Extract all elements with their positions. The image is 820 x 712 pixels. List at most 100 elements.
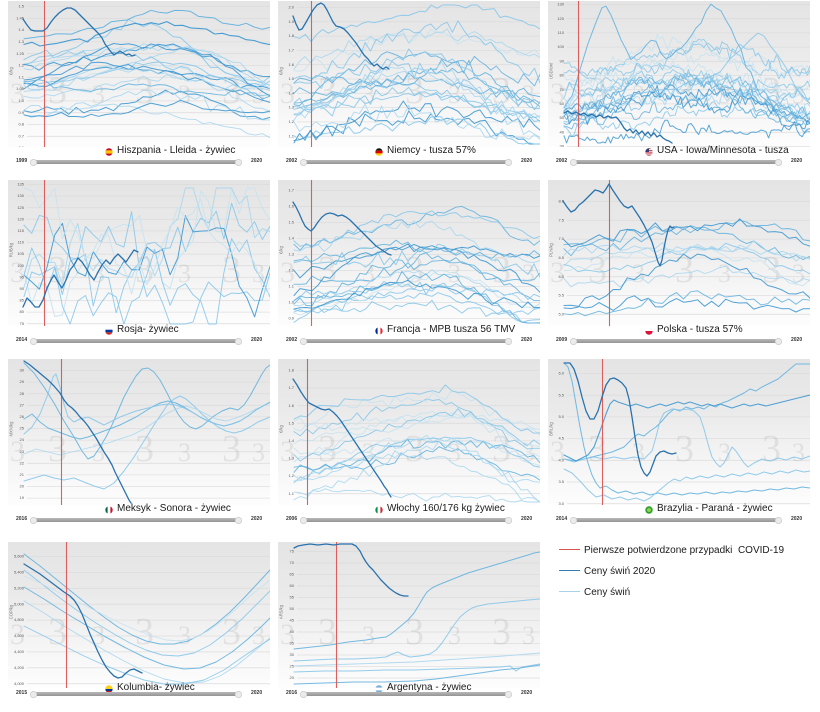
svg-text:60: 60 <box>560 101 565 106</box>
svg-text:130: 130 <box>557 2 564 7</box>
svg-text:100: 100 <box>557 44 564 49</box>
svg-text:30: 30 <box>290 652 295 657</box>
svg-text:3: 3 <box>405 70 424 112</box>
svg-text:3: 3 <box>280 618 295 651</box>
svg-text:3: 3 <box>178 259 191 288</box>
svg-text:1.45: 1.45 <box>16 15 25 20</box>
svg-text:1.0: 1.0 <box>18 98 24 103</box>
svg-text:4,800: 4,800 <box>14 617 25 622</box>
svg-text:3: 3 <box>92 80 105 109</box>
svg-text:75: 75 <box>20 321 25 326</box>
svg-text:3: 3 <box>280 256 295 289</box>
svg-text:5.5: 5.5 <box>558 392 564 397</box>
svg-text:PLN/kg: PLN/kg <box>549 242 554 256</box>
svg-text:24: 24 <box>20 437 25 442</box>
svg-text:3: 3 <box>178 621 191 650</box>
svg-text:80: 80 <box>20 309 25 314</box>
svg-text:28: 28 <box>20 391 25 396</box>
svg-text:3: 3 <box>10 435 25 468</box>
svg-text:40: 40 <box>290 629 295 634</box>
svg-text:€/kg: €/kg <box>279 245 284 254</box>
svg-text:40: 40 <box>560 129 565 134</box>
svg-text:3: 3 <box>318 428 337 470</box>
svg-text:6.0: 6.0 <box>558 371 564 376</box>
svg-text:3.5: 3.5 <box>558 479 564 484</box>
svg-text:1.1: 1.1 <box>288 491 294 496</box>
svg-text:70: 70 <box>290 560 295 565</box>
svg-text:3: 3 <box>718 259 731 288</box>
svg-text:1.4: 1.4 <box>18 27 24 32</box>
svg-text:2.0: 2.0 <box>288 5 294 10</box>
svg-text:1.3: 1.3 <box>288 252 294 257</box>
svg-text:0.9: 0.9 <box>288 316 294 321</box>
svg-text:85: 85 <box>20 298 25 303</box>
svg-text:20: 20 <box>290 675 295 680</box>
svg-text:135: 135 <box>17 182 24 187</box>
svg-text:1.5: 1.5 <box>288 420 294 425</box>
svg-text:1.0: 1.0 <box>288 300 294 305</box>
svg-text:3: 3 <box>222 611 241 653</box>
svg-text:4,200: 4,200 <box>14 665 25 670</box>
svg-text:€/kg: €/kg <box>279 424 284 433</box>
svg-text:8.0: 8.0 <box>558 199 564 204</box>
svg-text:1.1: 1.1 <box>288 284 294 289</box>
svg-text:4.5: 4.5 <box>558 436 564 441</box>
svg-text:55: 55 <box>290 595 295 600</box>
svg-text:21: 21 <box>20 472 25 477</box>
svg-text:USD/cwt: USD/cwt <box>549 62 554 79</box>
svg-text:115: 115 <box>18 228 25 233</box>
svg-text:1.05: 1.05 <box>16 86 25 91</box>
svg-text:3: 3 <box>280 77 295 110</box>
svg-text:30: 30 <box>560 144 565 147</box>
svg-text:90: 90 <box>20 286 25 291</box>
svg-text:1.6: 1.6 <box>288 204 294 209</box>
svg-text:29: 29 <box>20 379 25 384</box>
svg-text:1.8: 1.8 <box>288 33 294 38</box>
svg-text:1.25: 1.25 <box>16 51 25 56</box>
svg-text:3: 3 <box>92 438 105 467</box>
svg-text:3: 3 <box>48 70 67 112</box>
svg-text:1.2: 1.2 <box>288 119 294 124</box>
svg-text:1.5: 1.5 <box>288 76 294 81</box>
svg-text:3: 3 <box>405 428 424 470</box>
svg-text:3: 3 <box>178 438 191 467</box>
svg-text:1.7: 1.7 <box>288 48 294 53</box>
svg-text:3: 3 <box>135 611 154 653</box>
svg-text:3: 3 <box>550 77 565 110</box>
svg-text:RUB/kg: RUB/kg <box>9 242 14 257</box>
svg-text:110: 110 <box>18 240 25 245</box>
svg-text:3: 3 <box>178 80 191 109</box>
svg-text:50: 50 <box>290 606 295 611</box>
svg-text:3: 3 <box>522 621 535 650</box>
svg-text:0.6: 0.6 <box>18 145 24 147</box>
svg-text:1.4: 1.4 <box>288 236 294 241</box>
svg-text:26: 26 <box>20 414 25 419</box>
svg-text:1.5: 1.5 <box>288 220 294 225</box>
svg-text:5,400: 5,400 <box>14 570 25 575</box>
svg-text:4,600: 4,600 <box>14 633 25 638</box>
svg-text:25: 25 <box>20 426 25 431</box>
svg-text:90: 90 <box>560 58 565 63</box>
svg-text:60: 60 <box>290 583 295 588</box>
svg-text:3: 3 <box>492 611 511 653</box>
svg-text:22: 22 <box>20 460 25 465</box>
svg-text:1.1: 1.1 <box>288 133 294 138</box>
svg-text:1.6: 1.6 <box>288 403 294 408</box>
svg-text:3: 3 <box>632 438 645 467</box>
svg-text:3: 3 <box>675 249 694 291</box>
svg-text:1.2: 1.2 <box>288 473 294 478</box>
svg-text:3.0: 3.0 <box>558 501 564 505</box>
svg-text:3: 3 <box>135 70 154 112</box>
svg-text:3: 3 <box>588 249 607 291</box>
svg-text:1.4: 1.4 <box>288 438 294 443</box>
svg-text:5,000: 5,000 <box>14 601 25 606</box>
svg-text:1.3: 1.3 <box>288 105 294 110</box>
svg-text:1.9: 1.9 <box>288 19 294 24</box>
svg-text:35: 35 <box>290 641 295 646</box>
svg-text:3: 3 <box>252 621 265 650</box>
svg-text:3: 3 <box>792 259 805 288</box>
svg-text:3: 3 <box>762 428 781 470</box>
svg-text:1.7: 1.7 <box>288 188 294 193</box>
svg-text:1.6: 1.6 <box>288 62 294 67</box>
svg-text:27: 27 <box>20 402 25 407</box>
